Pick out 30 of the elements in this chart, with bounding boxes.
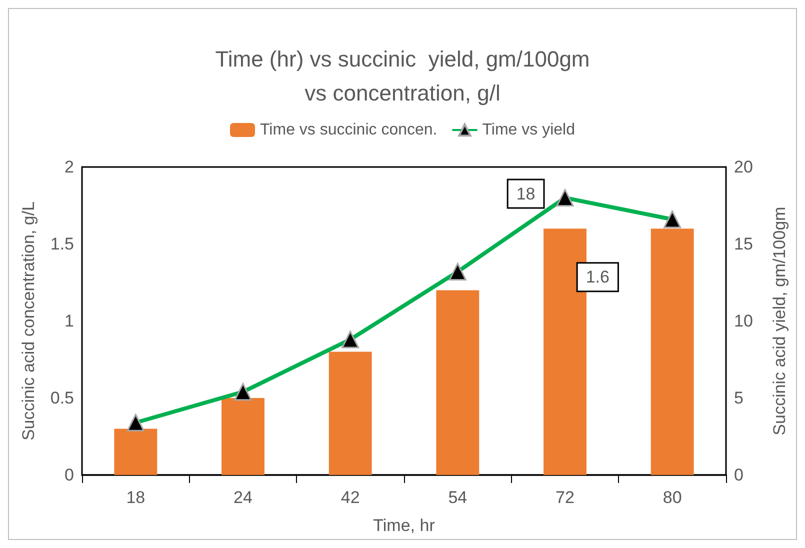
- y2-axis-title: Succinic acid yield, gm/100gm: [770, 206, 789, 436]
- y-tick-label: 1.5: [50, 234, 74, 254]
- y2-tick-label: 15: [734, 234, 753, 254]
- y-tick-label: 1: [64, 312, 74, 330]
- bar: [436, 290, 480, 475]
- legend-label: Time vs yield: [482, 122, 576, 138]
- x-tick-label: 72: [556, 488, 574, 507]
- y2-tick-label: 10: [734, 312, 753, 330]
- data-label: 18: [516, 184, 536, 204]
- y-tick-label: 0: [64, 466, 74, 484]
- y2-tick-label: 20: [734, 158, 753, 176]
- y-axis-title: Succinic acid concentration, g/L: [19, 201, 38, 441]
- legend-label: Time vs succinic concen.: [260, 122, 438, 138]
- bar: [222, 398, 264, 475]
- x-tick-label: 54: [448, 488, 468, 507]
- bar: [544, 228, 586, 475]
- x-tick-label: 42: [340, 488, 360, 507]
- x-tick-label: 18: [126, 488, 146, 507]
- y-tick-label: 0.5: [50, 388, 74, 408]
- bar: [650, 228, 694, 475]
- chart-title: Time (hr) vs succinic yield, gm/100gm vs concentration, g/l: [215, 46, 590, 106]
- y-tick-label: 2: [64, 158, 74, 176]
- x-tick-label: 80: [662, 488, 682, 507]
- y2-tick-label: 5: [734, 388, 744, 408]
- bar: [328, 352, 372, 475]
- bar: [114, 428, 158, 475]
- data-label: 1.6: [586, 268, 610, 287]
- x-axis-title: Time, hr: [373, 516, 436, 535]
- x-tick-label: 24: [234, 488, 252, 507]
- y2-tick-label: 0: [734, 466, 744, 484]
